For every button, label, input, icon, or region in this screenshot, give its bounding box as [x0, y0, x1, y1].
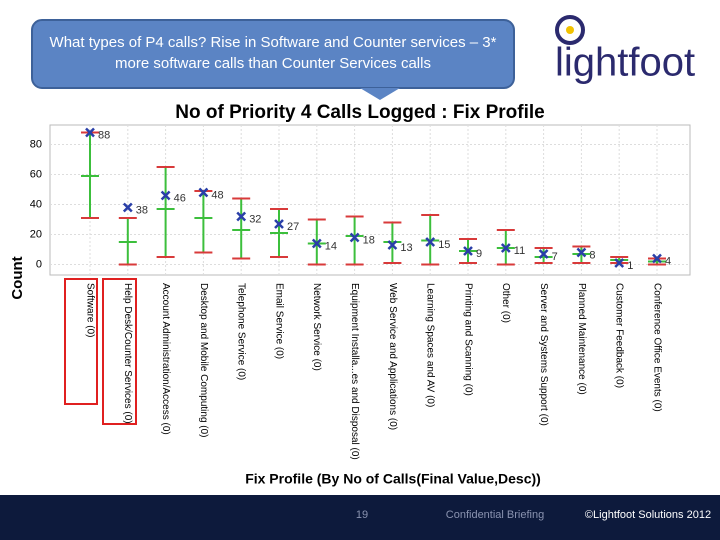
value-label: 9 [476, 248, 482, 260]
y-tick-label: 40 [30, 198, 42, 210]
y-tick-label: 80 [30, 138, 42, 150]
marker [652, 253, 662, 264]
marker [387, 240, 398, 250]
value-label: 1 [627, 260, 633, 272]
y-tick-label: 20 [30, 228, 42, 240]
value-label: 18 [363, 234, 375, 246]
x-tick-label: Account Administration/Access (0) [160, 283, 171, 435]
value-label: 13 [400, 242, 412, 254]
value-label: 38 [136, 204, 148, 216]
x-tick-label: Planned Maintenance (0) [576, 283, 587, 395]
confidential: Confidential Briefing [446, 509, 544, 521]
callout-box [31, 19, 515, 89]
logo: lightfoot [555, 41, 695, 85]
marker [274, 219, 284, 229]
copyright: ©Lightfoot Solutions 2012 [585, 509, 711, 521]
marker [236, 211, 247, 222]
value-label: 14 [325, 240, 337, 252]
highlight [102, 278, 137, 425]
x-tick-label: Help Desk/Counter Services (0) [122, 283, 133, 424]
logo-dot [566, 26, 574, 34]
value-label: 48 [211, 189, 223, 201]
value-label: 11 [514, 245, 525, 257]
marker [122, 202, 133, 213]
value-label: 15 [438, 239, 450, 251]
value-label: 8 [589, 249, 595, 261]
x-tick-label: Customer Feedback (0) [614, 283, 625, 388]
marker [198, 187, 209, 198]
x-tick-label: Equipment Installa...es and Disposal (0) [349, 283, 360, 460]
y-axis-label: Count [9, 256, 26, 299]
x-tick-label: Software (0) [84, 283, 95, 337]
marker [85, 127, 95, 138]
y-tick-label: 0 [36, 258, 42, 270]
footer [0, 495, 720, 540]
x-tick-label: Other (0) [500, 283, 511, 323]
x-tick-label: Printing and Scanning (0) [462, 283, 473, 396]
marker [160, 190, 171, 201]
value-label: 27 [287, 221, 299, 233]
marker [425, 237, 436, 247]
callout-text: What types of P4 calls? Rise in Software… [49, 34, 497, 72]
marker [500, 243, 511, 253]
x-tick-label: Learning Spaces and AV (0) [425, 283, 436, 407]
x-tick-label: Telephone Service (0) [236, 283, 247, 380]
x-tick-label: Server and Systems Support (0) [538, 283, 549, 426]
value-label: 46 [174, 192, 186, 204]
callout-wrap: What types of P4 calls? Rise in Software… [49, 34, 497, 72]
callout-pointer [360, 88, 400, 100]
plot: 0 20 40 60 80 Software (0) Help Desk/Counter S… [30, 124, 691, 460]
marker [463, 246, 473, 256]
x-axis-label: Fix Profile (By No of Calls(Final Value,… [245, 471, 541, 487]
chart-title: No of Priority 4 Calls Logged : Fix Prof… [175, 102, 545, 123]
y-tick-label: 60 [30, 168, 42, 180]
x-tick-label: Email Service (0) [273, 283, 284, 359]
value-label: 7 [552, 251, 558, 263]
highlight [64, 278, 98, 405]
logo-icon [555, 15, 585, 45]
marker [576, 247, 587, 258]
marker [349, 232, 360, 243]
x-tick-label: Network Service (0) [311, 283, 322, 371]
marker [311, 238, 322, 249]
x-tick-label: Desktop and Mobile Computing (0) [198, 283, 209, 438]
marker [614, 258, 625, 268]
x-tick-label: Conference Office Events (0) [651, 283, 662, 412]
value-label: 4 [665, 255, 671, 267]
page-number: 19 [356, 509, 368, 521]
x-tick-label: Web Service and Applications (0) [387, 283, 398, 430]
value-label: 88 [98, 129, 110, 141]
value-label: 32 [249, 213, 261, 225]
marker [538, 249, 549, 259]
